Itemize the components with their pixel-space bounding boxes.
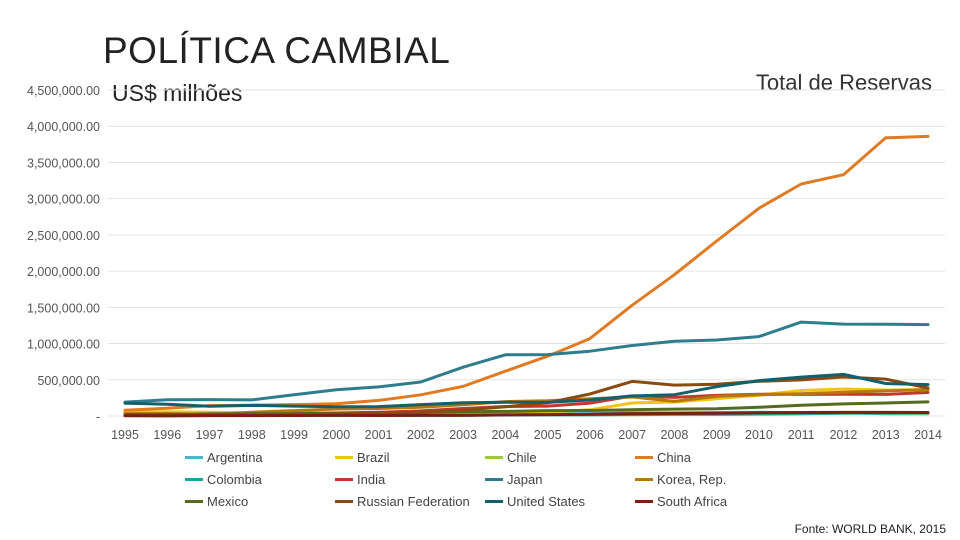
legend-swatch: [335, 456, 353, 459]
legend-label: Korea, Rep.: [657, 472, 727, 487]
x-tick-label: 2006: [576, 428, 604, 442]
legend-swatch: [485, 456, 503, 459]
x-tick-label: 2011: [788, 428, 815, 442]
y-tick-label: 3,000,000.00: [27, 193, 100, 207]
x-tick-label: 2002: [407, 428, 435, 442]
source-note: Fonte: WORLD BANK, 2015: [794, 522, 946, 536]
legend-item: South Africa: [635, 494, 727, 509]
reserves-label: Total de Reservas: [755, 70, 932, 95]
legend-swatch: [485, 478, 503, 481]
page-title: POLÍTICA CAMBIAL: [103, 30, 451, 71]
legend-label: India: [357, 472, 386, 487]
x-tick-label: 1996: [153, 428, 181, 442]
legend-item: Argentina: [185, 450, 263, 465]
legend-item: Colombia: [185, 472, 262, 487]
y-tick-label: 3,500,000.00: [27, 156, 100, 170]
legend-swatch: [185, 500, 203, 503]
y-tick-label: 2,000,000.00: [27, 265, 100, 279]
legend-label: Russian Federation: [357, 494, 470, 509]
legend-item: Mexico: [185, 494, 248, 509]
x-tick-label: 2003: [449, 428, 477, 442]
legend-swatch: [335, 478, 353, 481]
legend-swatch: [635, 456, 653, 459]
series-line-russian-federation: [123, 375, 930, 417]
chart-subtitle: US$ milhões: [112, 80, 243, 106]
x-tick-label: 2004: [491, 428, 519, 442]
legend-swatch: [185, 456, 203, 459]
x-tick-label: 2007: [618, 428, 646, 442]
y-tick-label: 4,000,000.00: [27, 120, 100, 134]
legend-label: South Africa: [657, 494, 728, 509]
legend-label: Chile: [507, 450, 537, 465]
legend-label: Colombia: [207, 472, 262, 487]
legend-label: China: [657, 450, 691, 465]
legend-item: Russian Federation: [335, 494, 470, 509]
legend-item: Korea, Rep.: [635, 472, 726, 487]
x-tick-label: 1999: [280, 428, 308, 442]
series-line-south-africa: [123, 410, 930, 418]
x-tick-label: 2005: [534, 428, 562, 442]
legend-item: Chile: [485, 450, 537, 465]
x-tick-label: 2009: [703, 428, 731, 442]
y-tick-label: 1,000,000.00: [27, 338, 100, 352]
legend-label: Mexico: [207, 494, 249, 509]
legend-item: Brazil: [335, 450, 390, 465]
legend-swatch: [185, 478, 203, 481]
legend-item: India: [335, 472, 385, 487]
y-tick-label: -: [96, 410, 100, 424]
y-tick-label: 500,000.00: [37, 374, 100, 388]
x-tick-label: 2008: [661, 428, 689, 442]
legend-swatch: [335, 500, 353, 503]
legend-swatch: [635, 478, 653, 481]
x-tick-label: 2012: [830, 428, 858, 442]
legend-label: Argentina: [207, 450, 263, 465]
series-line-united-states: [123, 372, 930, 409]
legend-item: United States: [485, 494, 585, 509]
x-tick-label: 2013: [872, 428, 900, 442]
x-tick-label: 2000: [322, 428, 350, 442]
x-tick-label: 1995: [111, 428, 139, 442]
legend-swatch: [485, 500, 503, 503]
legend-swatch: [635, 500, 653, 503]
x-tick-label: 2001: [365, 428, 393, 442]
legend-item: Japan: [485, 472, 542, 487]
series-line-china: [123, 134, 930, 412]
legend-label: Japan: [507, 472, 543, 487]
x-tick-label: 2010: [745, 428, 773, 442]
y-tick-label: 2,500,000.00: [27, 229, 100, 243]
legend-label: Brazil: [357, 450, 390, 465]
x-tick-label: 2014: [914, 428, 942, 442]
legend-label: United States: [507, 494, 586, 509]
x-tick-label: 1997: [196, 428, 224, 442]
y-tick-label: 1,500,000.00: [27, 301, 100, 315]
y-tick-label: 4,500,000.00: [27, 84, 100, 98]
x-tick-label: 1998: [238, 428, 266, 442]
series-line-japan: [123, 320, 930, 404]
legend-item: China: [635, 450, 691, 465]
